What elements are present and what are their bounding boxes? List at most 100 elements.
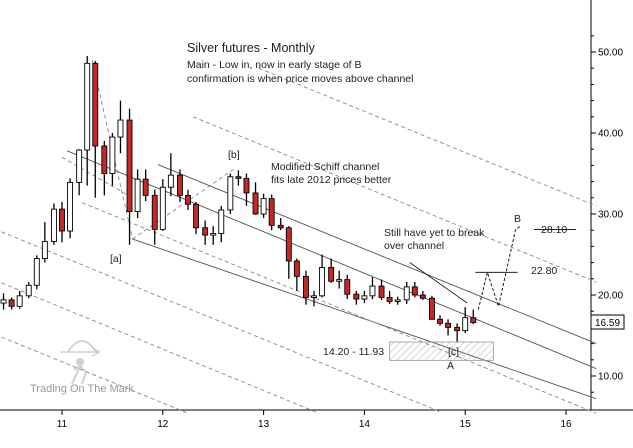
candle-bearish bbox=[8, 299, 15, 307]
support-zone-label: 14.20 - 11.93 bbox=[323, 346, 384, 358]
chart-subtitle-line-2: confirmation is when price moves above c… bbox=[187, 73, 413, 85]
candles bbox=[0, 56, 477, 342]
candle-bullish bbox=[117, 119, 124, 138]
candle-bullish bbox=[76, 149, 83, 183]
break-note-pointer bbox=[409, 262, 468, 304]
candle-bullish bbox=[167, 174, 174, 188]
candle-bearish bbox=[378, 285, 385, 298]
candle-bullish bbox=[25, 284, 32, 297]
candle-bearish bbox=[293, 260, 300, 277]
break-note-line-2: over channel bbox=[384, 240, 444, 252]
schiff-note-line-2: fits late 2012 prices better bbox=[271, 174, 392, 186]
projected-path-line bbox=[477, 225, 521, 310]
candle-bullish bbox=[319, 267, 326, 297]
channel-lower-line bbox=[132, 238, 597, 400]
x-tick-label: 13 bbox=[258, 419, 270, 430]
chart-title: Silver futures - Monthly bbox=[187, 41, 316, 55]
dashed-channel-line bbox=[1, 282, 320, 414]
candle-bullish bbox=[134, 178, 141, 213]
y-tick-label: 10.00 bbox=[598, 372, 623, 383]
candle-bearish bbox=[302, 275, 309, 298]
candle-bullish bbox=[210, 232, 217, 236]
wave-A-label: A bbox=[447, 360, 454, 372]
candle-bullish bbox=[159, 186, 166, 230]
y-tick-label: 30.00 bbox=[598, 210, 623, 221]
candle-bearish bbox=[411, 286, 418, 296]
candle-bullish bbox=[227, 176, 234, 211]
candle-bullish bbox=[462, 317, 469, 332]
candle-bearish bbox=[176, 174, 183, 196]
target-lower-label: 22.80 bbox=[531, 265, 557, 277]
candle-bullish bbox=[67, 181, 74, 232]
support-zone-box bbox=[389, 341, 494, 361]
wave-c-label: [c] bbox=[448, 346, 459, 358]
candle-bullish bbox=[33, 258, 40, 286]
candle-bearish bbox=[185, 194, 191, 205]
candle-bearish bbox=[243, 177, 250, 194]
dashed-channel-line bbox=[1, 231, 441, 413]
schiff-note-line-1: Modified Schiff channel bbox=[271, 161, 379, 173]
candle-bearish bbox=[437, 318, 443, 324]
y-tick-label: 50.00 bbox=[598, 48, 623, 59]
candle-bearish bbox=[202, 227, 209, 236]
candle-bearish bbox=[101, 145, 108, 174]
candle-bullish bbox=[361, 295, 368, 300]
x-tick-label: 11 bbox=[57, 419, 68, 430]
dashed-channel-line bbox=[1, 336, 189, 414]
candle-bullish bbox=[0, 299, 7, 304]
break-note-line-1: Still have yet to break bbox=[384, 227, 485, 239]
candle-bearish bbox=[142, 178, 149, 196]
dashed-channel-line bbox=[258, 67, 597, 207]
candle-bearish bbox=[268, 198, 275, 226]
candle-bullish bbox=[84, 62, 91, 151]
candle-bullish bbox=[16, 295, 23, 307]
wave-b-label: [b] bbox=[228, 149, 240, 161]
y-tick-label: 20.00 bbox=[598, 291, 623, 302]
chart-subtitle-line-1: Main - Low in, now in early stage of B bbox=[187, 59, 362, 71]
watermark-text: Trading On The Mark bbox=[30, 383, 134, 395]
candle-bullish bbox=[260, 198, 267, 215]
candle-bearish bbox=[252, 192, 259, 215]
candle-bullish bbox=[336, 279, 343, 282]
candle-bearish bbox=[454, 326, 461, 332]
x-tick-label: 15 bbox=[460, 419, 472, 430]
y-tick-label: 40.00 bbox=[598, 129, 623, 140]
candle-bullish bbox=[403, 286, 410, 301]
dashed-channel-line bbox=[192, 116, 597, 283]
target-upper-label: 28.10 bbox=[541, 224, 567, 236]
candle-bearish bbox=[344, 279, 351, 295]
candle-bearish bbox=[59, 208, 65, 232]
last-price-box bbox=[590, 314, 625, 330]
candle-bearish bbox=[193, 203, 200, 229]
dashed-channel-line bbox=[81, 202, 597, 414]
candle-bearish bbox=[470, 317, 477, 323]
x-tick-label: 12 bbox=[157, 419, 169, 430]
candle-bearish bbox=[285, 227, 292, 262]
candle-bullish bbox=[311, 295, 317, 298]
candle-bearish bbox=[151, 194, 158, 230]
candle-bullish bbox=[369, 285, 376, 297]
candle-bullish bbox=[218, 209, 225, 234]
wave-B-label: B bbox=[514, 213, 521, 225]
candle-bullish bbox=[41, 241, 48, 259]
candle-bullish bbox=[109, 136, 116, 174]
candle-bearish bbox=[386, 296, 393, 302]
overlays bbox=[389, 225, 577, 361]
candle-bullish bbox=[50, 208, 57, 242]
x-tick-label: 14 bbox=[359, 419, 371, 430]
wave-a-label: [a] bbox=[110, 253, 122, 265]
candle-bearish bbox=[92, 62, 99, 147]
candle-bearish bbox=[445, 322, 452, 328]
candle-bearish bbox=[126, 119, 133, 213]
candle-bearish bbox=[419, 294, 426, 299]
candle-bearish bbox=[235, 176, 242, 179]
candle-bearish bbox=[328, 267, 335, 282]
candle-bullish bbox=[394, 299, 401, 302]
candle-bearish bbox=[353, 293, 360, 300]
x-tick-label: 16 bbox=[560, 419, 572, 430]
archer-logo-icon bbox=[60, 340, 101, 385]
candle-bearish bbox=[277, 224, 284, 229]
